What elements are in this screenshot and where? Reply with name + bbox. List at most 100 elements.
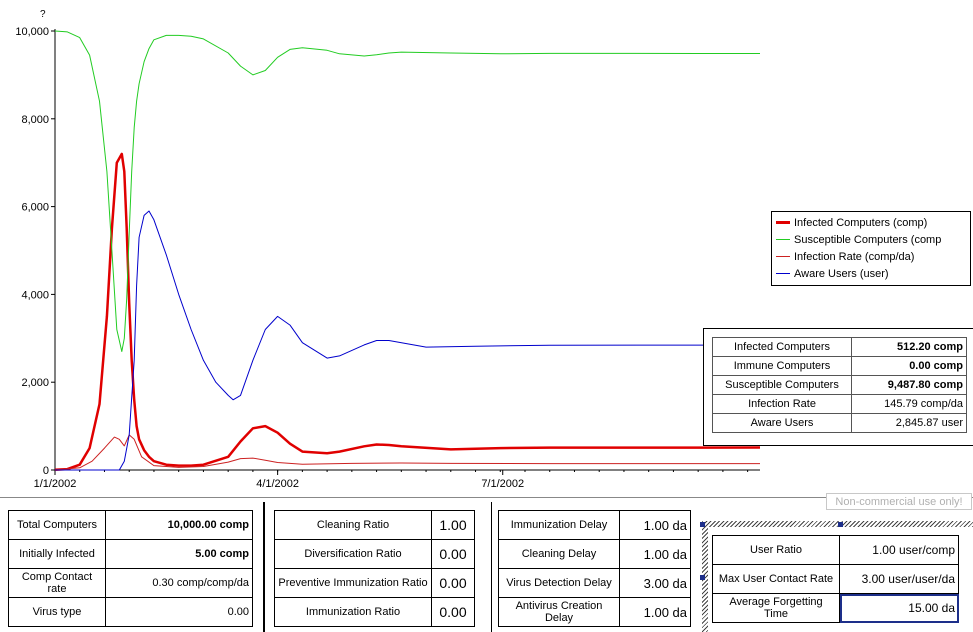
- resize-border[interactable]: [702, 521, 973, 527]
- status-name: Susceptible Computers: [712, 375, 852, 395]
- param-value[interactable]: 0.00: [431, 539, 475, 569]
- param-name: Total Computers: [8, 510, 106, 540]
- status-name: Aware Users: [712, 413, 852, 433]
- watermark: Non-commercial use only!: [826, 493, 972, 510]
- param-value[interactable]: 1.00 da: [619, 539, 691, 569]
- legend-item: Infected Computers (comp): [776, 214, 966, 231]
- param-name: Antivirus Creation Delay: [498, 597, 620, 627]
- x-tick-label: 4/1/2002: [256, 478, 299, 490]
- series-line: [54, 30, 760, 352]
- param-name: Immunization Ratio: [274, 597, 432, 627]
- param-value[interactable]: 3.00 user/user/da: [839, 564, 959, 594]
- param-row: Virus Detection Delay 3.00 da: [498, 568, 691, 598]
- status-value: 2,845.87 user: [851, 413, 967, 433]
- param-value[interactable]: 0.00: [431, 597, 475, 627]
- param-value[interactable]: 3.00 da: [619, 568, 691, 598]
- status-row: Immune Computers 0.00 comp: [712, 356, 967, 376]
- param-row: Max User Contact Rate 3.00 user/user/da: [712, 564, 959, 594]
- resize-border-left[interactable]: [702, 521, 708, 632]
- status-value: 9,487.80 comp: [851, 375, 967, 395]
- status-table: Infected Computers 512.20 comp Immune Comp…: [712, 337, 967, 433]
- legend-item: Aware Users (user): [776, 265, 966, 282]
- param-name: Initially Infected: [8, 539, 106, 569]
- status-row: Infection Rate 145.79 comp/da: [712, 394, 967, 414]
- legend-label: Susceptible Computers (comp: [794, 233, 942, 246]
- legend-swatch: [776, 256, 790, 257]
- param-row: Comp Contact rate 0.30 comp/comp/da: [8, 568, 253, 598]
- param-name: Preventive Immunization Ratio: [274, 568, 432, 598]
- status-name: Infected Computers: [712, 337, 852, 357]
- status-value: 0.00 comp: [851, 356, 967, 376]
- status-row: Infected Computers 512.20 comp: [712, 337, 967, 357]
- param-row: Antivirus Creation Delay 1.00 da: [498, 597, 691, 627]
- simulation-chart: ? 0 2,000 4,000 6,000 8,000 10,000 1/1/2002 4/1/…: [15, 9, 761, 490]
- param-value[interactable]: 0.30 comp/comp/da: [105, 568, 253, 598]
- param-name: Cleaning Delay: [498, 539, 620, 569]
- series-line: [54, 152, 761, 472]
- status-row: Susceptible Computers 9,487.80 comp: [712, 375, 967, 395]
- y-tick-label: 2,000: [21, 377, 49, 389]
- param-name: User Ratio: [712, 535, 840, 565]
- param-row: Diversification Ratio 0.00: [274, 539, 475, 569]
- param-row: Initially Infected 5.00 comp: [8, 539, 253, 569]
- resize-handle[interactable]: [838, 522, 843, 527]
- legend-swatch: [776, 221, 790, 224]
- param-row: User Ratio 1.00 user/comp: [712, 535, 959, 565]
- y-tick-label: 6,000: [21, 202, 49, 214]
- legend-swatch: [776, 273, 790, 274]
- status-value: 512.20 comp: [851, 337, 967, 357]
- param-value[interactable]: 1.00: [431, 510, 475, 540]
- chart-legend: Infected Computers (comp) Susceptible Com…: [771, 211, 971, 286]
- divider: [0, 497, 973, 498]
- param-row: Immunization Delay 1.00 da: [498, 510, 691, 540]
- x-tick-label: 1/1/2002: [34, 478, 77, 490]
- param-name: Max User Contact Rate: [712, 564, 840, 594]
- param-row: Virus type 0.00: [8, 597, 253, 627]
- param-value[interactable]: 5.00 comp: [105, 539, 253, 569]
- legend-label: Infected Computers (comp): [794, 216, 928, 229]
- param-name: Cleaning Ratio: [274, 510, 432, 540]
- params-group-3: Immunization Delay 1.00 da Cleaning Delay 1…: [491, 502, 702, 632]
- y-tick-label: 4,000: [21, 289, 49, 301]
- param-row: Preventive Immunization Ratio 0.00: [274, 568, 475, 598]
- param-row: Cleaning Delay 1.00 da: [498, 539, 691, 569]
- param-name: Virus Detection Delay: [498, 568, 620, 598]
- param-row: Cleaning Ratio 1.00: [274, 510, 475, 540]
- params-group-4: User Ratio 1.00 user/comp Max User Contact…: [708, 527, 973, 632]
- param-value[interactable]: 10,000.00 comp: [105, 510, 253, 540]
- resize-handle[interactable]: [700, 522, 705, 527]
- params-table-4: User Ratio 1.00 user/comp Max User Contact…: [712, 535, 959, 623]
- status-value: 145.79 comp/da: [851, 394, 967, 414]
- legend-label: Aware Users (user): [794, 267, 889, 280]
- params-group-1: Total Computers 10,000.00 comp Initially I…: [0, 502, 264, 632]
- param-value[interactable]: 1.00 user/comp: [839, 535, 959, 565]
- param-name: Average Forgetting Time: [712, 593, 840, 623]
- y-tick-label: 10,000: [15, 26, 49, 38]
- resize-handle[interactable]: [700, 575, 705, 580]
- params-group-2: Cleaning Ratio 1.00 Diversification Ratio 0…: [264, 502, 492, 632]
- param-row: Average Forgetting Time 15.00 da: [712, 593, 959, 623]
- y-tick-label: 0: [43, 465, 49, 477]
- param-value[interactable]: 1.00 da: [619, 510, 691, 540]
- params-table-2: Cleaning Ratio 1.00 Diversification Ratio 0…: [274, 510, 475, 627]
- status-name: Immune Computers: [712, 356, 852, 376]
- status-name: Infection Rate: [712, 394, 852, 414]
- param-name: Diversification Ratio: [274, 539, 432, 569]
- x-tick-label: 7/1/2002: [481, 478, 524, 490]
- param-name: Immunization Delay: [498, 510, 620, 540]
- param-name: Comp Contact rate: [8, 568, 106, 598]
- legend-item: Infection Rate (comp/da): [776, 248, 966, 265]
- legend-label: Infection Rate (comp/da): [794, 250, 915, 263]
- param-value[interactable]: 0.00: [431, 568, 475, 598]
- param-row: Immunization Ratio 0.00: [274, 597, 475, 627]
- param-value[interactable]: 15.00 da: [839, 593, 959, 623]
- param-value[interactable]: 1.00 da: [619, 597, 691, 627]
- status-row: Aware Users 2,845.87 user: [712, 413, 967, 433]
- legend-item: Susceptible Computers (comp: [776, 231, 966, 248]
- param-value[interactable]: 0.00: [105, 597, 253, 627]
- y-axis-unit: ?: [40, 9, 46, 20]
- params-table-3: Immunization Delay 1.00 da Cleaning Delay 1…: [498, 510, 691, 627]
- series-line: [54, 434, 760, 471]
- params-table-1: Total Computers 10,000.00 comp Initially I…: [8, 510, 253, 627]
- legend-swatch: [776, 239, 790, 240]
